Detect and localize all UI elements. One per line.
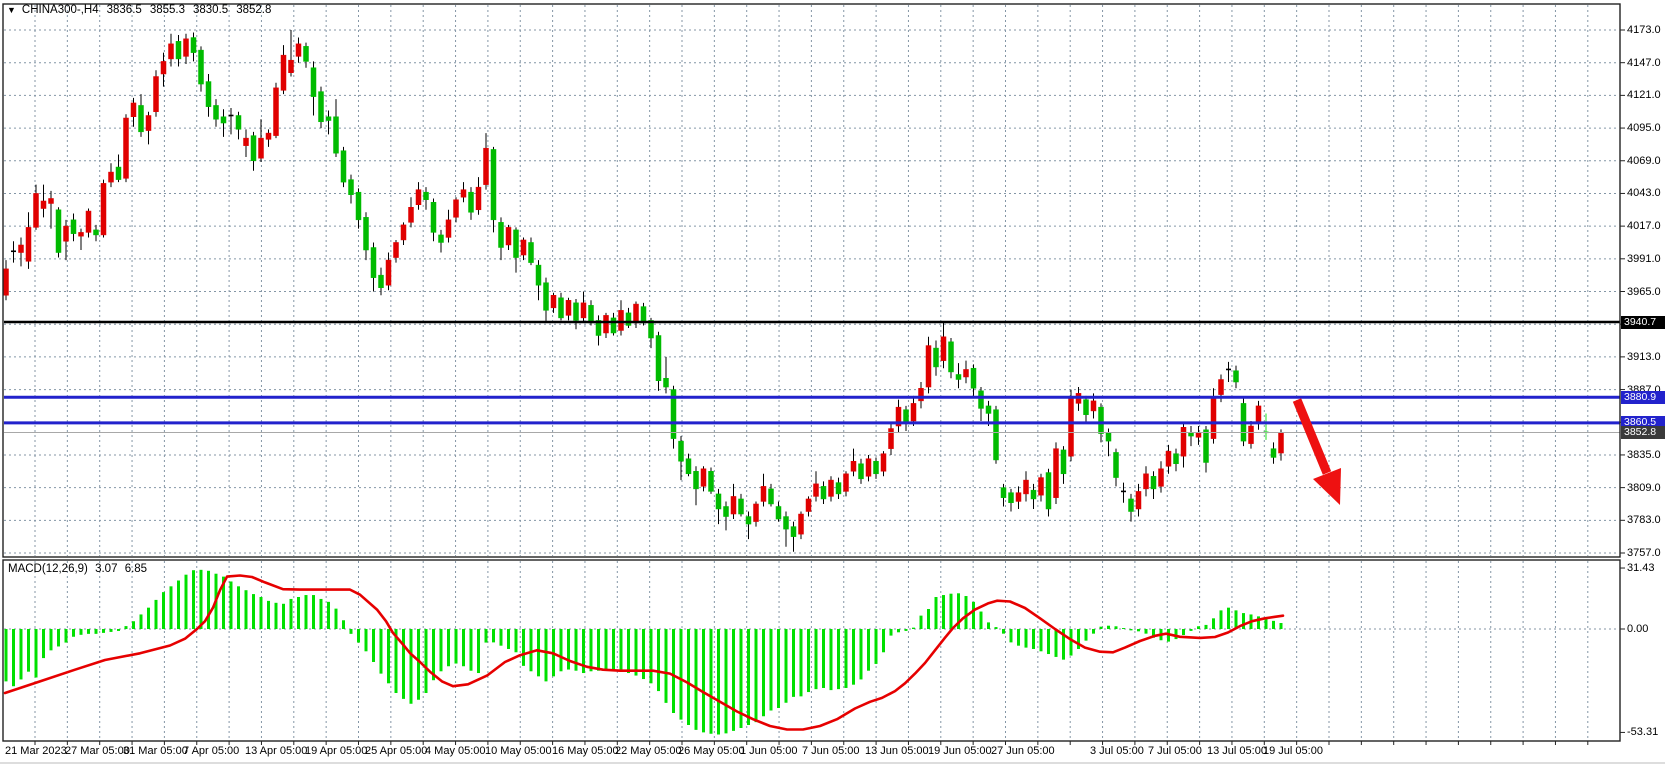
price-tick-label: 4173.0 [1627,24,1661,36]
date-tick-label: 21 Mar 2023 [5,745,67,757]
price-badge-1: 3880.9 [1621,390,1665,404]
date-tick-label: 13 Apr 05:00 [245,745,308,757]
date-tick-label: 27 Mar 05:00 [65,745,130,757]
date-tick-label: 4 May 05:00 [425,745,486,757]
symbol-label: CHINA300-,H4 [21,4,99,16]
price-tick-label: 4095.0 [1627,122,1661,135]
candlestick-series [3,30,1284,552]
macd-value-main: 3.07 [95,563,118,575]
date-tick-label: 7 Jul 05:00 [1148,745,1202,757]
macd-tick-label: 0.00 [1627,623,1649,635]
price-tick-label: 3835.0 [1627,448,1661,461]
price-tick-label: 3783.0 [1627,514,1661,527]
price-tick-label: 3991.0 [1627,252,1661,265]
date-tick-label: 27 Jun 05:00 [991,745,1055,757]
date-tick-label: 19 Jul 05:00 [1263,745,1323,757]
ohlc-low: 3830.5 [193,4,229,16]
date-tick-label: 22 May 05:00 [615,745,682,757]
symbol-dropdown-icon[interactable]: ▼ [7,5,16,15]
macd-tick-label: 31.43 [1627,562,1655,575]
date-tick-label: 31 Mar 05:00 [123,745,188,757]
price-tick-label: 3913.0 [1627,350,1661,363]
price-tick-label: 3757.0 [1627,547,1661,559]
price-badge-3: 3852.8 [1621,426,1665,440]
date-tick-label: 7 Apr 05:00 [183,745,240,757]
trend-arrow-annotation [1292,398,1341,505]
macd-tick-label: -53.31 [1627,726,1659,739]
price-tick-label: 4043.0 [1627,187,1661,200]
date-tick-label: 25 Apr 05:00 [365,745,428,757]
price-tick-label: 4147.0 [1627,56,1661,69]
price-tick-label: 3965.0 [1627,285,1661,298]
grid-lines [4,5,1619,740]
price-tick-label: 4069.0 [1627,154,1661,167]
ohlc-high: 3855.3 [149,4,185,16]
date-tick-label: 7 Jun 05:00 [802,745,860,757]
chart-title: ▼ CHINA300-,H4 3836.5 3855.3 3830.5 3852… [7,4,271,16]
macd-signal-line [3,574,1285,731]
macd-name: MACD(12,26,9) [8,563,88,575]
macd-value-signal: 6.85 [124,563,148,575]
date-tick-label: 16 May 05:00 [552,745,619,757]
date-tick-label: 10 May 05:00 [485,745,552,757]
date-tick-label: 13 Jul 05:00 [1207,745,1267,757]
ohlc-open: 3836.5 [106,4,142,16]
date-tick-label: 19 Apr 05:00 [305,745,368,757]
price-tick-label: 3809.0 [1627,481,1661,494]
macd-indicator-label: MACD(12,26,9) 3.07 6.85 [8,563,151,575]
ohlc-close: 3852.8 [236,4,272,16]
date-tick-label: 13 Jun 05:00 [865,745,929,757]
date-tick-label: 26 May 05:00 [678,745,745,757]
price-tick-label: 4121.0 [1627,89,1661,102]
date-tick-label: 1 Jun 05:00 [740,745,798,757]
price-badge-0: 3940.7 [1621,315,1665,329]
horizontal-line-objects [4,320,1620,434]
date-tick-label: 3 Jul 05:00 [1090,745,1144,757]
date-tick-label: 19 Jun 05:00 [928,745,992,757]
price-tick-label: 4017.0 [1627,220,1661,233]
